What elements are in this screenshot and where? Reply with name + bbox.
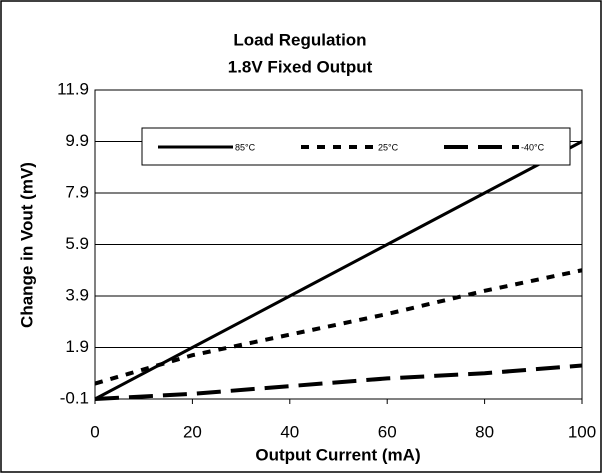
legend-label: 85°C [235,142,256,152]
y-tick-label: 5.9 [65,234,89,253]
y-tick-label: 7.9 [65,182,89,201]
x-tick-label: 40 [280,422,299,441]
y-tick-label: 1.9 [65,337,89,356]
y-tick-label: 3.9 [65,285,89,304]
x-tick-label: 60 [378,422,397,441]
data-line [94,140,583,401]
y-tick-label: 11.9 [57,79,89,98]
x-tick-label: 0 [90,422,99,441]
data-line [94,363,583,401]
y-tick-label: 9.9 [65,131,89,150]
data-line [94,268,583,386]
x-tick-label: 20 [183,422,202,441]
x-tick-label: 80 [475,422,494,441]
legend-label: 25°C [378,142,399,152]
y-tick-label: -0.1 [60,388,89,407]
y-axis-label: Change in Vout (mV) [17,162,36,328]
x-axis-label: Output Current (mA) [255,445,420,464]
chart-title: Load Regulation [233,30,366,49]
chart-subtitle: 1.8V Fixed Output [228,57,373,76]
x-tick-label: 100 [568,422,596,441]
legend-label: -40°C [521,142,545,152]
